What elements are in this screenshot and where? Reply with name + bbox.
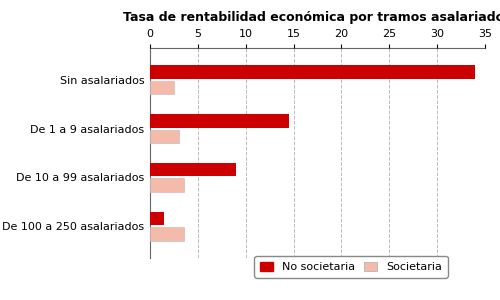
Bar: [150, 65, 476, 79]
Bar: [150, 163, 236, 176]
Bar: [150, 178, 184, 192]
Bar: [150, 114, 289, 128]
Legend: No societaria, Societaria: No societaria, Societaria: [254, 256, 448, 278]
Bar: [150, 81, 174, 94]
Bar: [150, 227, 184, 241]
Title: Tasa de rentabilidad económica por tramos asalariados: Tasa de rentabilidad económica por tramo…: [123, 11, 500, 24]
Bar: [150, 212, 164, 225]
Bar: [150, 130, 178, 143]
